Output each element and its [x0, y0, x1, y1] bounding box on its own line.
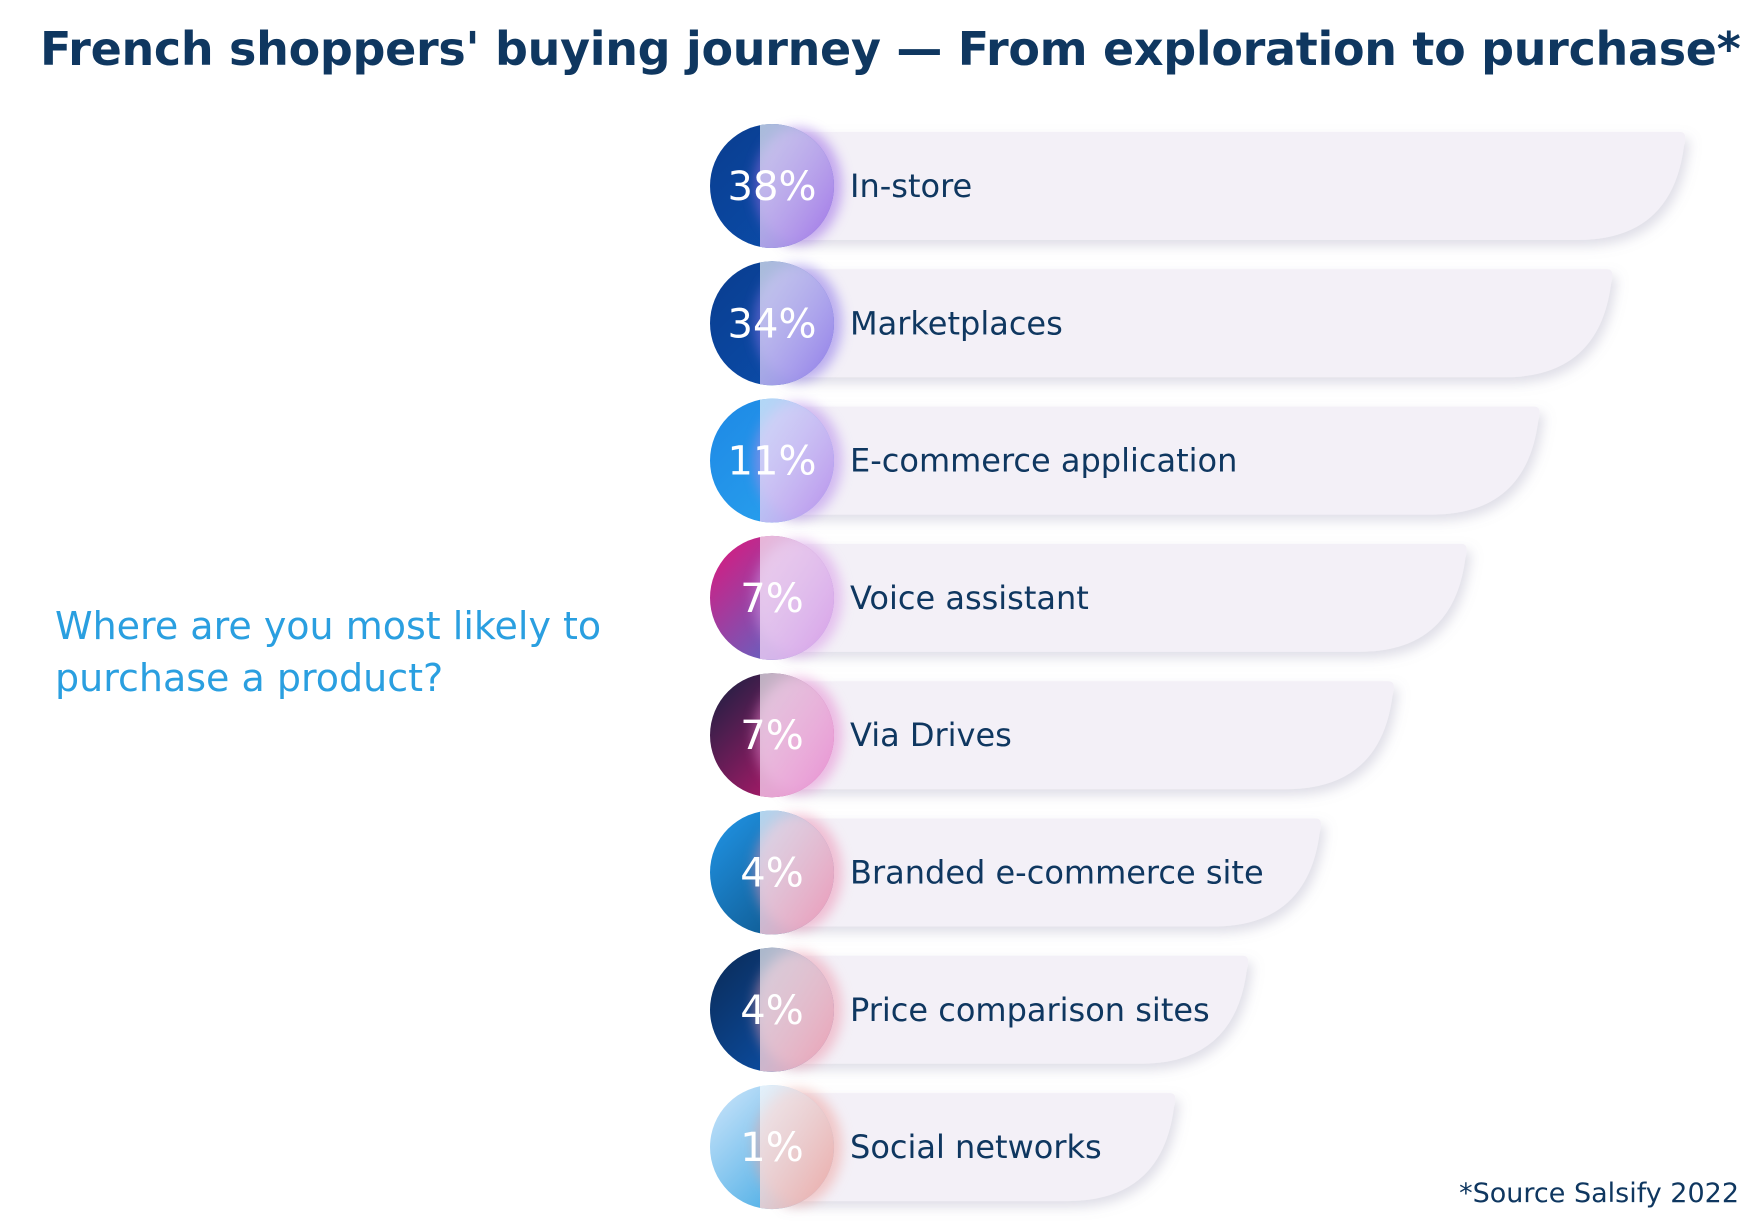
funnel-row: 7% Via Drives [710, 673, 1394, 798]
funnel-row: 38% In-store [710, 124, 1686, 248]
source-note: *Source Salsify 2022 [1459, 1178, 1739, 1209]
chart-rows: 38% In-store 34% Marketplaces 11% E-commerce … [710, 124, 1686, 1210]
value-label: 7% [740, 576, 803, 622]
bar-shape [780, 681, 1394, 790]
value-label: 34% [728, 301, 817, 347]
category-label: In-store [850, 167, 972, 205]
survey-question: Where are you most likely to purchase a … [55, 604, 602, 700]
value-label: 38% [728, 164, 817, 210]
bar-shape [780, 269, 1613, 378]
bar-shape [780, 955, 1249, 1064]
value-label: 11% [728, 439, 817, 485]
bar-shape [780, 132, 1686, 240]
funnel-row: 4% Price comparison sites [710, 947, 1249, 1072]
category-label: Social networks [850, 1128, 1102, 1166]
bar-shape [780, 1093, 1176, 1202]
category-label: Voice assistant [850, 579, 1089, 617]
category-label: Marketplaces [850, 304, 1063, 342]
category-label: Price comparison sites [850, 991, 1210, 1029]
bar-shape [780, 818, 1322, 927]
value-label: 7% [740, 713, 803, 759]
category-label: Via Drives [850, 716, 1012, 754]
value-label: 1% [740, 1125, 803, 1171]
funnel-row: 4% Branded e-commerce site [710, 810, 1322, 935]
chart-title: French shoppers' buying journey — From e… [40, 22, 1741, 76]
bar-shape [780, 406, 1540, 515]
category-label: Branded e-commerce site [850, 854, 1264, 892]
funnel-row: 7% Voice assistant [710, 535, 1467, 660]
bar-shape [780, 543, 1467, 652]
category-label: E-commerce application [850, 442, 1237, 480]
value-label: 4% [740, 988, 803, 1034]
funnel-row: 11% E-commerce application [710, 398, 1540, 523]
value-label: 4% [740, 851, 803, 897]
funnel-row: 34% Marketplaces [710, 261, 1613, 386]
funnel-row: 1% Social networks [710, 1085, 1176, 1210]
